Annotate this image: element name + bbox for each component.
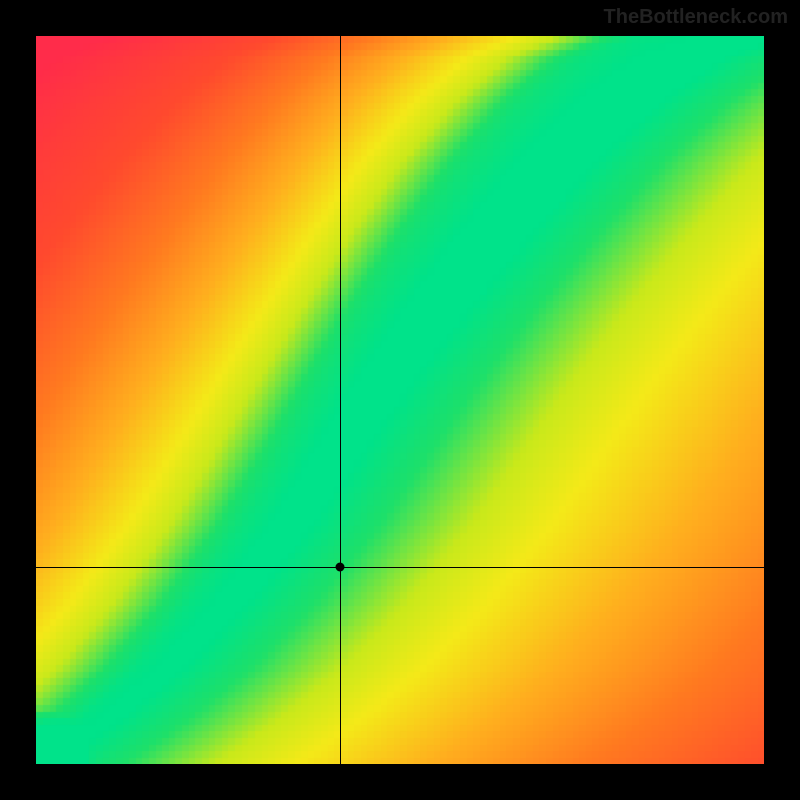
heatmap-plot xyxy=(36,36,764,764)
watermark-text: TheBottleneck.com xyxy=(604,6,788,29)
heatmap-canvas xyxy=(36,36,764,764)
crosshair-horizontal xyxy=(36,567,764,568)
data-point-marker xyxy=(335,563,344,572)
crosshair-vertical xyxy=(340,36,341,764)
